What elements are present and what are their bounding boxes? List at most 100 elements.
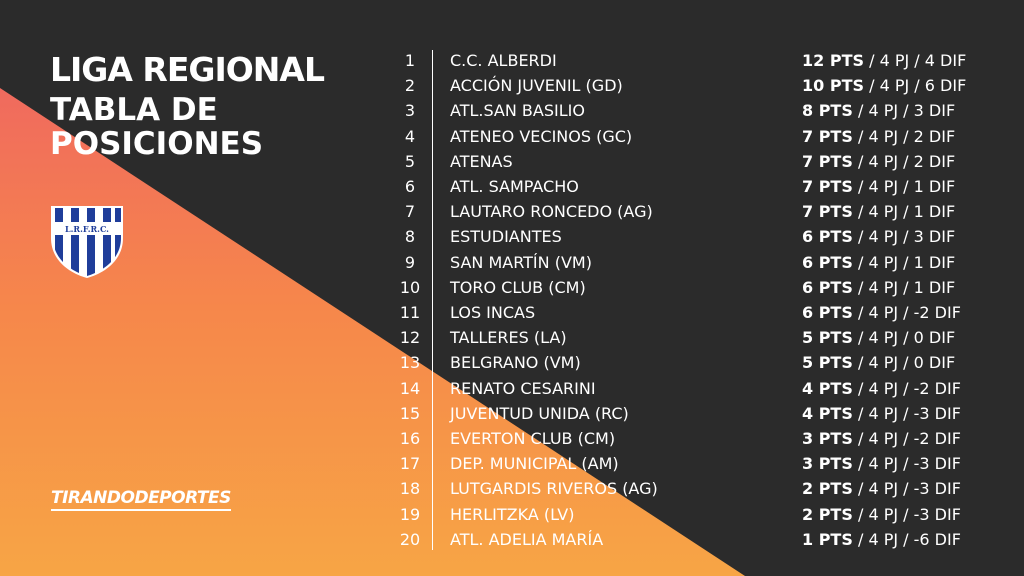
team-name: LUTGARDIS RIVEROS (AG): [450, 479, 658, 499]
team-stats: 2 PTS / 4 PJ / -3 DIF: [802, 477, 961, 501]
team-stats: 6 PTS / 4 PJ / 3 DIF: [802, 225, 955, 249]
position-number: 17: [399, 454, 421, 474]
team-stats: 5 PTS / 4 PJ / 0 DIF: [802, 326, 955, 350]
team-name: RENATO CESARINI: [450, 378, 596, 398]
table-row: 19 HERLITZKA (LV) 2 PTS / 4 PJ / -3 DIF: [0, 503, 1024, 527]
games-and-difference: / 4 PJ / 0 DIF: [852, 328, 956, 348]
team-stats: 8 PTS / 4 PJ / 3 DIF: [802, 99, 955, 123]
team-name: EVERTON CLUB (CM): [450, 429, 616, 448]
team-stats: 4 PTS / 4 PJ / -2 DIF: [802, 377, 961, 401]
position-number: 1: [404, 51, 416, 70]
team-stats: 1 PTS / 4 PJ / -6 DIF: [802, 528, 961, 552]
position-number: 3: [404, 101, 416, 121]
games-and-difference: / 4 PJ / -3 DIF: [852, 454, 961, 474]
games-and-difference: / 4 PJ / 2 DIF: [852, 126, 956, 146]
table-row: 15 JUVENTUD UNIDA (RC) 4 PTS / 4 PJ / -3 D…: [0, 402, 1024, 426]
points-value: 6 PTS: [802, 303, 853, 322]
position-number: 15: [399, 403, 421, 423]
points-value: 6 PTS: [802, 227, 853, 247]
team-stats: 7 PTS / 4 PJ / 1 DIF: [802, 200, 955, 224]
games-and-difference: / 4 PJ / -3 DIF: [852, 479, 961, 499]
table-row: 16 EVERTON CLUB (CM) 3 PTS / 4 PJ / -2 DIF: [0, 427, 1024, 451]
team-stats: 7 PTS / 4 PJ / 2 DIF: [802, 125, 955, 149]
table-row: 2 ACCIÓN JUVENIL (GD) 10 PTS / 4 PJ / 6 DI…: [0, 74, 1024, 98]
position-number: 4: [404, 126, 416, 146]
table-row: 13 BELGRANO (VM) 5 PTS / 4 PJ / 0 DIF: [0, 351, 1024, 375]
team-stats: 7 PTS / 4 PJ / 2 DIF: [802, 150, 955, 174]
position-number: 8: [404, 227, 416, 247]
games-and-difference: / 4 PJ / 1 DIF: [852, 177, 956, 196]
diagonal-gradient-shape: [0, 88, 745, 576]
table-row: 3 ATL.SAN BASILIO 8 PTS / 4 PJ / 3 DIF: [0, 99, 1024, 123]
team-stats: 2 PTS / 4 PJ / -3 DIF: [802, 503, 961, 527]
points-value: 7 PTS: [802, 126, 853, 146]
position-number: 13: [399, 353, 421, 373]
position-number: 6: [404, 177, 416, 196]
team-stats: 10 PTS / 4 PJ / 6 DIF: [802, 74, 966, 98]
games-and-difference: / 4 PJ / 4 DIF: [864, 51, 967, 70]
points-value: 3 PTS: [802, 429, 853, 448]
team-stats: 3 PTS / 4 PJ / -3 DIF: [802, 452, 961, 476]
team-name: ESTUDIANTES: [450, 227, 562, 247]
team-stats: 4 PTS / 4 PJ / -3 DIF: [802, 402, 961, 426]
games-and-difference: / 4 PJ / -6 DIF: [852, 529, 961, 549]
points-value: 6 PTS: [802, 277, 853, 297]
games-and-difference: / 4 PJ / -3 DIF: [852, 403, 961, 423]
games-and-difference: / 4 PJ / -2 DIF: [852, 378, 961, 398]
points-value: 2 PTS: [802, 504, 853, 524]
team-name: ATL. ADELIA MARÍA: [450, 529, 604, 549]
svg-text:L.R.F.R.C.: L.R.F.R.C.: [65, 224, 109, 234]
table-row: 14 RENATO CESARINI 4 PTS / 4 PJ / -2 DIF: [0, 377, 1024, 401]
team-stats: 3 PTS / 4 PJ / -2 DIF: [802, 427, 961, 451]
position-number: 19: [399, 504, 421, 524]
points-value: 7 PTS: [802, 151, 853, 171]
position-number: 7: [404, 202, 416, 222]
table-row: 7 LAUTARO RONCEDO (AG) 7 PTS / 4 PJ / 1 DI…: [0, 200, 1024, 224]
position-number: 2: [404, 76, 416, 96]
team-stats: 12 PTS / 4 PJ / 4 DIF: [802, 49, 966, 73]
team-name: LOS INCAS: [450, 303, 536, 322]
games-and-difference: / 4 PJ / 3 DIF: [852, 227, 956, 247]
points-value: 5 PTS: [802, 353, 853, 373]
games-and-difference: / 4 PJ / 1 DIF: [852, 277, 956, 297]
table-row: 8 ESTUDIANTES 6 PTS / 4 PJ / 3 DIF: [0, 225, 1024, 249]
position-number: 5: [404, 151, 416, 171]
column-divider: [432, 50, 433, 550]
games-and-difference: / 4 PJ / -2 DIF: [852, 303, 961, 322]
table-row: 11 LOS INCAS 6 PTS / 4 PJ / -2 DIF: [0, 301, 1024, 325]
league-crest-logo: L.R.F.R.C.: [51, 206, 123, 278]
games-and-difference: / 4 PJ / 1 DIF: [852, 252, 956, 272]
table-row: 6 ATL. SAMPACHO 7 PTS / 4 PJ / 1 DIF: [0, 175, 1024, 199]
team-stats: 5 PTS / 4 PJ / 0 DIF: [802, 351, 955, 375]
points-value: 3 PTS: [802, 454, 853, 474]
points-value: 5 PTS: [802, 328, 853, 348]
table-row: 12 TALLERES (LA) 5 PTS / 4 PJ / 0 DIF: [0, 326, 1024, 350]
team-name: ATENAS: [450, 151, 513, 171]
table-row: 9 SAN MARTÍN (VM) 6 PTS / 4 PJ / 1 DIF: [0, 251, 1024, 275]
position-number: 20: [399, 529, 421, 549]
games-and-difference: / 4 PJ / -3 DIF: [852, 504, 961, 524]
team-name: ATENEO VECINOS (GC): [450, 126, 633, 146]
table-row: 18 LUTGARDIS RIVEROS (AG) 2 PTS / 4 PJ / -…: [0, 477, 1024, 501]
position-number: 11: [399, 303, 421, 322]
points-value: 12 PTS: [802, 51, 864, 70]
points-value: 10 PTS: [802, 76, 864, 96]
games-and-difference: / 4 PJ / 6 DIF: [864, 76, 967, 96]
points-value: 7 PTS: [802, 202, 853, 222]
points-value: 1 PTS: [802, 529, 853, 549]
team-name: ATL. SAMPACHO: [450, 177, 579, 196]
team-name: TORO CLUB (CM): [450, 277, 586, 297]
table-row: 4 ATENEO VECINOS (GC) 7 PTS / 4 PJ / 2 DIF: [0, 125, 1024, 149]
team-name: LAUTARO RONCEDO (AG): [450, 202, 653, 222]
team-stats: 6 PTS / 4 PJ / 1 DIF: [802, 251, 955, 275]
points-value: 8 PTS: [802, 101, 853, 121]
team-name: TALLERES (LA): [450, 328, 567, 348]
position-number: 16: [399, 429, 421, 448]
games-and-difference: / 4 PJ / 0 DIF: [852, 353, 956, 373]
table-row: 5 ATENAS 7 PTS / 4 PJ / 2 DIF: [0, 150, 1024, 174]
points-value: 4 PTS: [802, 403, 853, 423]
points-value: 2 PTS: [802, 479, 853, 499]
table-row: 17 DEP. MUNICIPAL (AM) 3 PTS / 4 PJ / -3 D…: [0, 452, 1024, 476]
team-stats: 6 PTS / 4 PJ / 1 DIF: [802, 276, 955, 300]
